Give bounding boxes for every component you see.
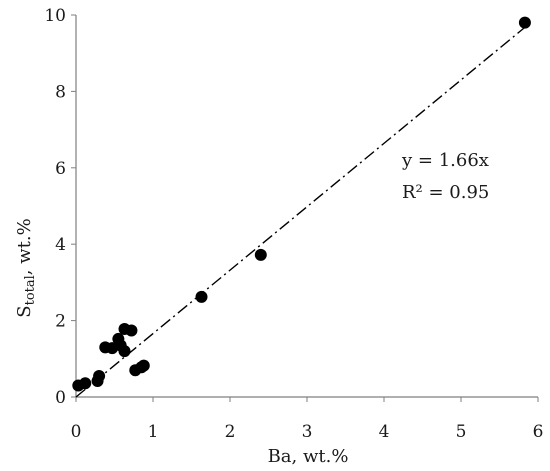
y-tick-label: 0 (55, 388, 66, 408)
x-axis-ticks: 0 1 2 3 4 5 6 (71, 397, 544, 442)
data-points (72, 16, 531, 392)
x-tick-label: 1 (148, 422, 159, 442)
trendline (75, 22, 531, 398)
y-tick-label: 8 (55, 82, 66, 102)
data-point (137, 359, 150, 372)
data-point (125, 324, 138, 337)
y-axis-label-main: S (14, 305, 35, 317)
trendline-equation: y = 1.66x (401, 150, 489, 171)
y-axis-label-group: Stotal, wt.% (14, 218, 38, 317)
x-tick-label: 6 (533, 422, 544, 442)
y-axis-label-subscript: total (23, 275, 38, 305)
y-tick-label: 4 (55, 235, 66, 255)
y-axis-label-rest: , wt.% (14, 218, 35, 275)
data-point (79, 377, 92, 390)
x-axis-label: Ba, wt.% (268, 446, 349, 467)
data-point (254, 248, 267, 261)
data-point (195, 290, 208, 303)
y-tick-label: 6 (55, 159, 66, 179)
y-axis-label: Stotal, wt.% (14, 218, 38, 317)
trendline-group (75, 22, 531, 398)
r-squared-label: R² = 0.95 (402, 182, 489, 203)
x-tick-label: 4 (379, 422, 390, 442)
x-tick-label: 0 (71, 422, 82, 442)
y-axis-ticks: 0 2 4 6 8 10 (44, 6, 76, 408)
data-point (118, 345, 131, 358)
data-point (518, 16, 531, 29)
x-tick-label: 5 (456, 422, 467, 442)
x-tick-label: 3 (302, 422, 313, 442)
data-point (93, 369, 106, 382)
y-tick-label: 2 (55, 312, 66, 332)
x-tick-label: 2 (225, 422, 236, 442)
y-tick-label: 10 (44, 6, 66, 26)
